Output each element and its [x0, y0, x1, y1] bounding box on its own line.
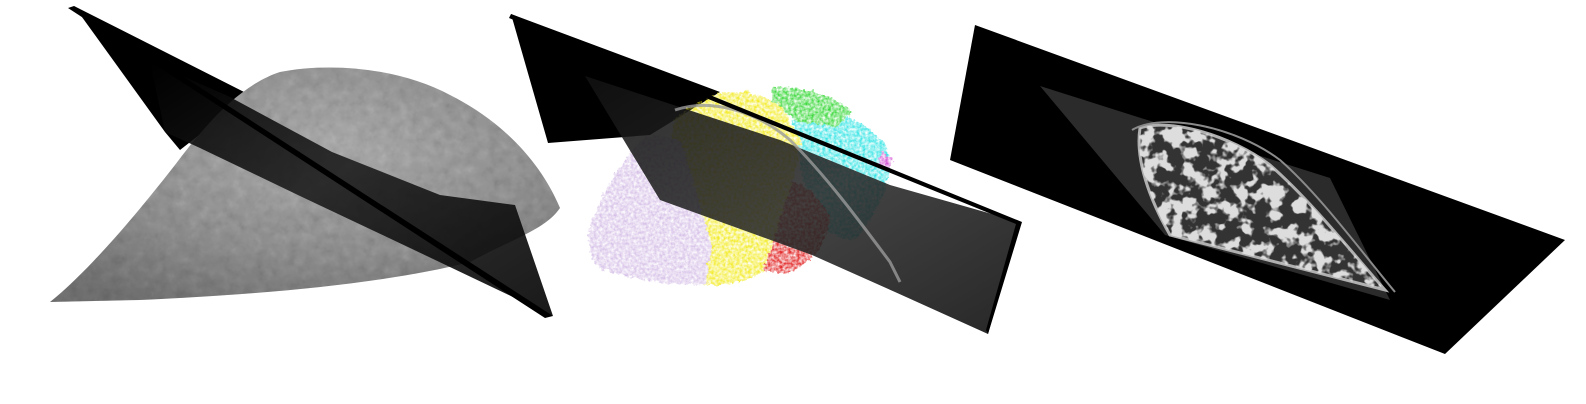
surface-render-svg	[0, 0, 570, 404]
ct-slice-panel	[940, 0, 1586, 404]
surface-render-panel	[0, 0, 570, 404]
ct-slice-svg	[940, 0, 1586, 404]
